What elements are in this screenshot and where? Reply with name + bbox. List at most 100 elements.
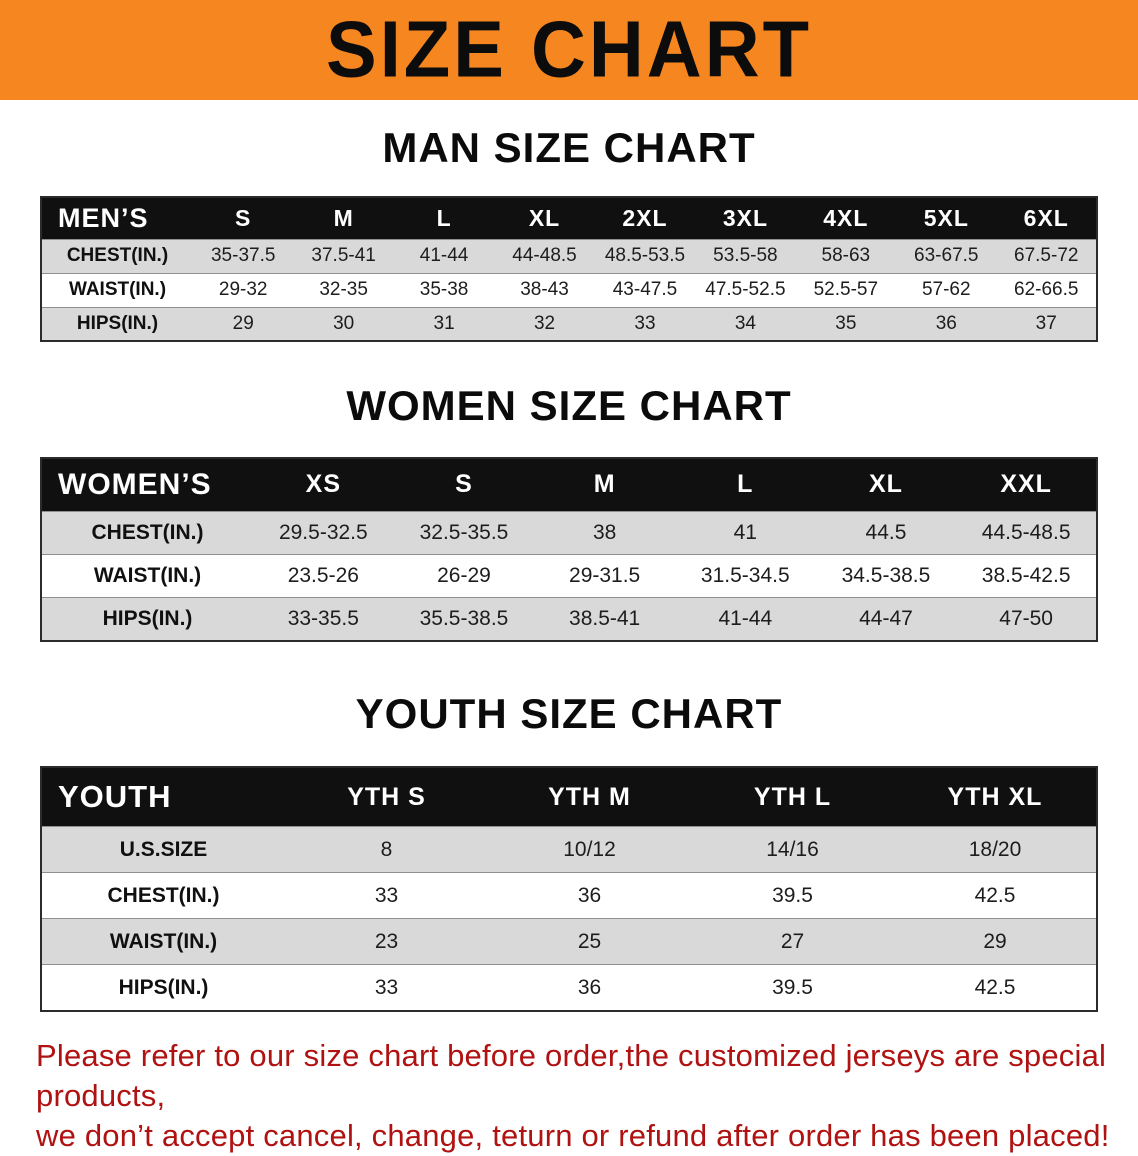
row-label: HIPS(IN.) — [41, 306, 193, 342]
table-row: HIPS(IN.) 33 36 39.5 42.5 — [41, 964, 1097, 1011]
youth-size-col-header: YTH M — [488, 766, 691, 827]
youth-size-section: YOUTH SIZE CHART YOUTH YTH S YTH M YTH L YTH… — [0, 690, 1138, 1012]
size-value-cell: 35 — [795, 306, 897, 342]
men-size-section: MAN SIZE CHART MEN’S S M L XL 2XL 3XL 4XL 5XL 6XL… — [0, 124, 1138, 343]
size-chart-banner: SIZE CHART — [0, 0, 1138, 100]
size-value-cell: 31.5-34.5 — [674, 554, 816, 598]
men-table-header: MEN’S S M L XL 2XL 3XL 4XL 5XL 6XL — [41, 197, 1097, 240]
size-value-cell: 38-43 — [494, 272, 595, 308]
row-label: CHEST(IN.) — [41, 872, 285, 919]
women-table-title: WOMEN’S — [41, 457, 253, 512]
size-value-cell: 41-44 — [674, 597, 816, 641]
row-label: CHEST(IN.) — [41, 511, 253, 555]
youth-size-col-header: YTH S — [285, 766, 488, 827]
men-header-row: MEN’S S M L XL 2XL 3XL 4XL 5XL 6XL — [41, 197, 1097, 240]
women-size-col-header: M — [534, 457, 675, 512]
table-row: WAIST(IN.) 23.5-26 26-29 29-31.5 31.5-34.5 34… — [41, 554, 1097, 598]
table-row: HIPS(IN.) 29 30 31 32 33 34 35 36 37 — [41, 306, 1097, 342]
size-value-cell: 39.5 — [691, 964, 894, 1011]
men-size-col-header: 3XL — [695, 197, 796, 240]
size-value-cell: 43-47.5 — [594, 272, 696, 308]
size-value-cell: 32-35 — [293, 272, 394, 308]
size-value-cell: 52.5-57 — [795, 272, 897, 308]
size-value-cell: 33 — [594, 306, 696, 342]
size-value-cell: 31 — [393, 306, 495, 342]
row-label: WAIST(IN.) — [41, 918, 285, 965]
women-size-col-header: XS — [253, 457, 394, 512]
table-row: HIPS(IN.) 33-35.5 35.5-38.5 38.5-41 41-44 44-… — [41, 597, 1097, 641]
size-value-cell: 30 — [293, 306, 394, 342]
youth-header-row: YOUTH YTH S YTH M YTH L YTH XL — [41, 766, 1097, 827]
size-value-cell: 23 — [285, 918, 488, 965]
row-label: WAIST(IN.) — [41, 272, 193, 308]
women-table-header: WOMEN’S XS S M L XL XXL — [41, 457, 1097, 512]
size-value-cell: 33 — [285, 964, 488, 1011]
women-size-col-header: XL — [815, 457, 957, 512]
size-value-cell: 41-44 — [393, 238, 495, 274]
size-value-cell: 58-63 — [795, 238, 897, 274]
size-value-cell: 29 — [193, 306, 294, 342]
men-size-col-header: 5XL — [896, 197, 997, 240]
size-value-cell: 8 — [285, 826, 488, 873]
size-value-cell: 67.5-72 — [996, 238, 1097, 274]
youth-table-header: YOUTH YTH S YTH M YTH L YTH XL — [41, 766, 1097, 827]
women-table-body: CHEST(IN.) 29.5-32.5 32.5-35.5 38 41 44.5 44.5… — [41, 511, 1097, 641]
youth-size-col-header: YTH L — [691, 766, 894, 827]
size-value-cell: 37 — [996, 306, 1097, 342]
size-value-cell: 38.5-41 — [534, 597, 675, 641]
size-value-cell: 27 — [691, 918, 894, 965]
youth-size-col-header: YTH XL — [894, 766, 1097, 827]
size-value-cell: 32 — [494, 306, 595, 342]
size-value-cell: 63-67.5 — [896, 238, 997, 274]
size-value-cell: 57-62 — [896, 272, 997, 308]
size-value-cell: 29-32 — [193, 272, 294, 308]
size-value-cell: 48.5-53.5 — [594, 238, 696, 274]
women-size-table: WOMEN’S XS S M L XL XXL CHEST(IN.) 29.5-32.5 32.… — [40, 456, 1098, 642]
size-value-cell: 34.5-38.5 — [815, 554, 957, 598]
disclaimer: Please refer to our size chart before or… — [0, 1036, 1138, 1156]
size-value-cell: 38 — [534, 511, 675, 555]
disclaimer-line-2: we don’t accept cancel, change, teturn o… — [36, 1117, 1110, 1153]
size-value-cell: 14/16 — [691, 826, 894, 873]
size-value-cell: 33 — [285, 872, 488, 919]
size-value-cell: 44.5-48.5 — [956, 511, 1097, 555]
men-size-col-header: S — [193, 197, 294, 240]
size-value-cell: 36 — [488, 872, 691, 919]
size-value-cell: 47.5-52.5 — [695, 272, 796, 308]
size-value-cell: 53.5-58 — [695, 238, 796, 274]
table-row: CHEST(IN.) 29.5-32.5 32.5-35.5 38 41 44.5 44.5… — [41, 511, 1097, 555]
size-value-cell: 29 — [894, 918, 1097, 965]
size-value-cell: 33-35.5 — [253, 597, 394, 641]
row-label: CHEST(IN.) — [41, 238, 193, 274]
size-value-cell: 35.5-38.5 — [393, 597, 535, 641]
men-size-table: MEN’S S M L XL 2XL 3XL 4XL 5XL 6XL CHEST(IN.) 35-3… — [40, 196, 1098, 343]
men-size-col-header: L — [393, 197, 495, 240]
row-label: HIPS(IN.) — [41, 597, 253, 641]
size-value-cell: 39.5 — [691, 872, 894, 919]
men-table-title: MEN’S — [41, 197, 193, 240]
size-value-cell: 37.5-41 — [293, 238, 394, 274]
men-table-body: CHEST(IN.) 35-37.5 37.5-41 41-44 44-48.5 48.5… — [41, 238, 1097, 342]
size-value-cell: 26-29 — [393, 554, 535, 598]
row-label: WAIST(IN.) — [41, 554, 253, 598]
men-size-col-header: 2XL — [594, 197, 696, 240]
women-header-row: WOMEN’S XS S M L XL XXL — [41, 457, 1097, 512]
size-value-cell: 34 — [695, 306, 796, 342]
table-row: U.S.SIZE 8 10/12 14/16 18/20 — [41, 826, 1097, 873]
size-value-cell: 47-50 — [956, 597, 1097, 641]
size-value-cell: 42.5 — [894, 964, 1097, 1011]
size-value-cell: 29.5-32.5 — [253, 511, 394, 555]
women-size-col-header: XXL — [956, 457, 1097, 512]
women-size-section: WOMEN SIZE CHART WOMEN’S XS S M L XL XXL CHEST… — [0, 382, 1138, 642]
size-value-cell: 44-48.5 — [494, 238, 595, 274]
page-title: SIZE CHART — [326, 4, 812, 95]
table-row: CHEST(IN.) 35-37.5 37.5-41 41-44 44-48.5 48.5… — [41, 238, 1097, 274]
women-size-col-header: S — [393, 457, 535, 512]
size-value-cell: 29-31.5 — [534, 554, 675, 598]
size-value-cell: 35-37.5 — [193, 238, 294, 274]
size-value-cell: 36 — [488, 964, 691, 1011]
table-row: CHEST(IN.) 33 36 39.5 42.5 — [41, 872, 1097, 919]
size-value-cell: 38.5-42.5 — [956, 554, 1097, 598]
table-row: WAIST(IN.) 23 25 27 29 — [41, 918, 1097, 965]
youth-table-body: U.S.SIZE 8 10/12 14/16 18/20 CHEST(IN.) 33 36 39… — [41, 826, 1097, 1011]
